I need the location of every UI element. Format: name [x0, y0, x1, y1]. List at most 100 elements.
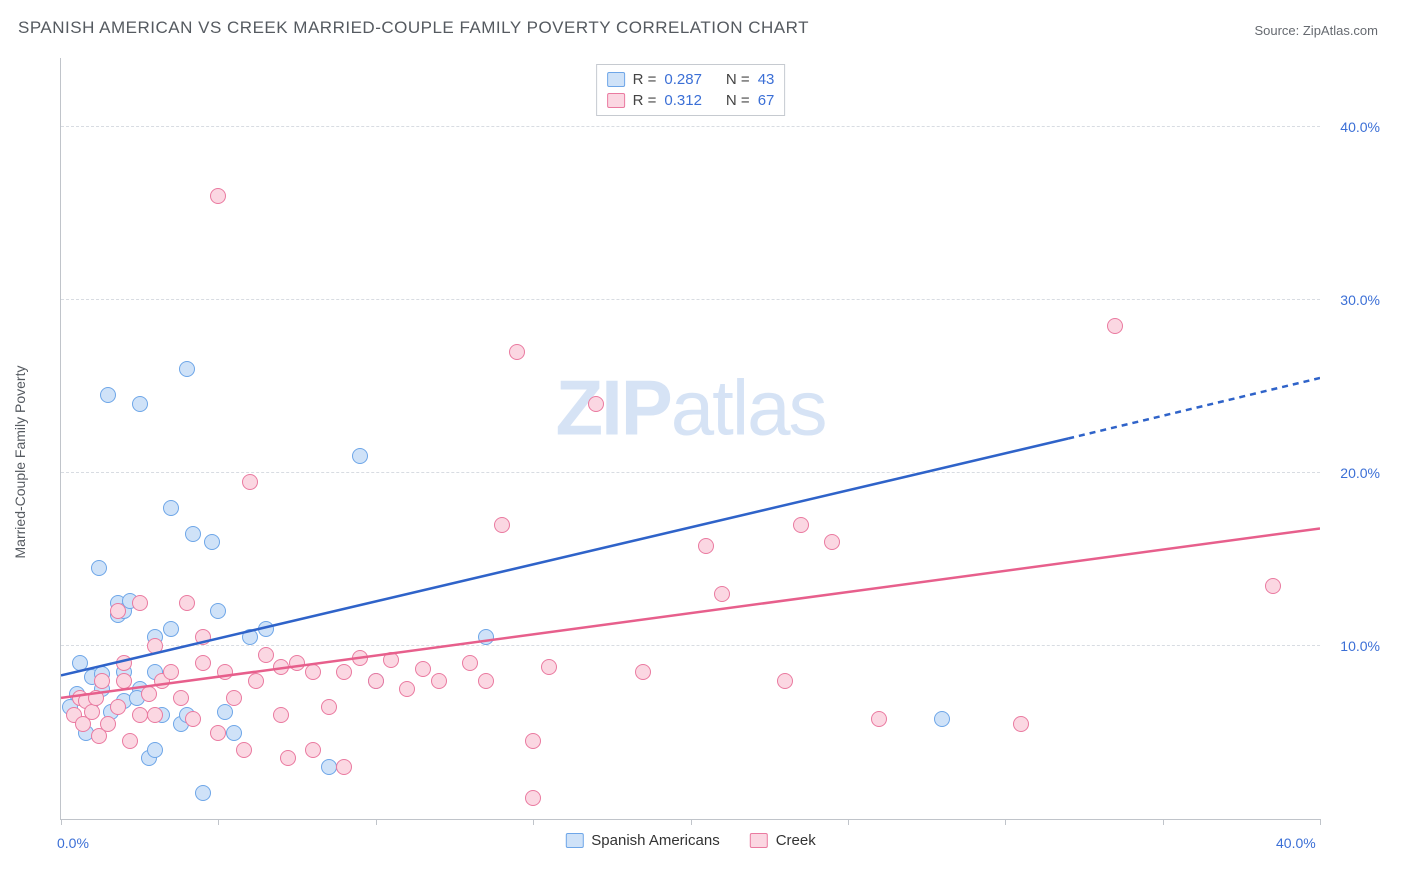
legend-swatch-icon: [565, 833, 583, 848]
scatter-point: [72, 655, 88, 671]
series-legend-label: Spanish Americans: [591, 832, 719, 849]
trend-lines: [61, 58, 1320, 819]
scatter-point: [1013, 716, 1029, 732]
x-tick: [1163, 819, 1164, 825]
legend-swatch-icon: [607, 93, 625, 108]
scatter-point: [116, 673, 132, 689]
legend-r-label: R =: [633, 92, 657, 109]
scatter-point: [147, 707, 163, 723]
x-tick: [1320, 819, 1321, 825]
legend-n-label: N =: [726, 71, 750, 88]
scatter-point: [478, 673, 494, 689]
scatter-point: [588, 396, 604, 412]
legend-n-label: N =: [726, 92, 750, 109]
scatter-point: [141, 686, 157, 702]
scatter-point: [100, 387, 116, 403]
scatter-point: [415, 661, 431, 677]
trend-line: [1068, 378, 1320, 439]
scatter-point: [321, 699, 337, 715]
x-tick: [533, 819, 534, 825]
scatter-point: [258, 621, 274, 637]
series-legend-item: Creek: [750, 832, 816, 849]
legend-r-label: R =: [633, 71, 657, 88]
gridline: [61, 299, 1320, 300]
scatter-point: [195, 629, 211, 645]
scatter-point: [236, 742, 252, 758]
source-link[interactable]: ZipAtlas.com: [1303, 23, 1378, 38]
scatter-point: [91, 560, 107, 576]
scatter-point: [195, 655, 211, 671]
scatter-point: [431, 673, 447, 689]
x-tick: [691, 819, 692, 825]
scatter-point: [352, 650, 368, 666]
scatter-point: [824, 534, 840, 550]
scatter-point: [163, 621, 179, 637]
scatter-point: [84, 704, 100, 720]
scatter-point: [163, 500, 179, 516]
chart-title: SPANISH AMERICAN VS CREEK MARRIED-COUPLE…: [18, 18, 809, 38]
scatter-point: [195, 785, 211, 801]
scatter-point: [714, 586, 730, 602]
y-axis-label: Married-Couple Family Poverty: [12, 366, 28, 559]
scatter-point: [94, 673, 110, 689]
scatter-point: [179, 595, 195, 611]
scatter-point: [352, 448, 368, 464]
scatter-point: [248, 673, 264, 689]
scatter-point: [163, 664, 179, 680]
scatter-point: [305, 664, 321, 680]
scatter-point: [147, 742, 163, 758]
scatter-point: [777, 673, 793, 689]
scatter-point: [185, 526, 201, 542]
scatter-point: [635, 664, 651, 680]
legend-swatch-icon: [750, 833, 768, 848]
correlation-legend-row: R = 0.287 N = 43: [607, 69, 775, 90]
scatter-point: [399, 681, 415, 697]
scatter-point: [1265, 578, 1281, 594]
scatter-point: [204, 534, 220, 550]
scatter-point: [698, 538, 714, 554]
scatter-point: [226, 725, 242, 741]
x-tick: [218, 819, 219, 825]
x-tick: [1005, 819, 1006, 825]
y-tick-label: 10.0%: [1326, 638, 1380, 654]
correlation-legend: R = 0.287 N = 43 R = 0.312 N = 67: [596, 64, 786, 116]
chart-container: Married-Couple Family Poverty ZIPatlas R…: [18, 50, 1388, 874]
trend-line: [61, 439, 1068, 676]
scatter-point: [258, 647, 274, 663]
scatter-point: [173, 690, 189, 706]
scatter-point: [289, 655, 305, 671]
legend-r-value: 0.312: [664, 92, 702, 109]
legend-n-value: 67: [758, 92, 775, 109]
scatter-point: [509, 344, 525, 360]
scatter-point: [321, 759, 337, 775]
scatter-point: [525, 790, 541, 806]
scatter-point: [1107, 318, 1123, 334]
scatter-point: [462, 655, 478, 671]
scatter-point: [88, 690, 104, 706]
gridline: [61, 126, 1320, 127]
scatter-point: [242, 474, 258, 490]
chart-header: SPANISH AMERICAN VS CREEK MARRIED-COUPLE…: [0, 0, 1406, 46]
y-tick-label: 40.0%: [1326, 119, 1380, 135]
scatter-point: [210, 725, 226, 741]
scatter-point: [210, 188, 226, 204]
scatter-point: [273, 707, 289, 723]
series-legend-item: Spanish Americans: [565, 832, 719, 849]
scatter-point: [336, 664, 352, 680]
scatter-point: [210, 603, 226, 619]
scatter-point: [132, 396, 148, 412]
scatter-point: [132, 707, 148, 723]
x-tick-label: 0.0%: [57, 835, 89, 851]
y-tick-label: 20.0%: [1326, 465, 1380, 481]
legend-r-value: 0.287: [664, 71, 702, 88]
scatter-point: [525, 733, 541, 749]
x-tick-label: 40.0%: [1276, 835, 1316, 851]
scatter-point: [273, 659, 289, 675]
scatter-point: [132, 595, 148, 611]
scatter-point: [494, 517, 510, 533]
scatter-point: [242, 629, 258, 645]
scatter-point: [336, 759, 352, 775]
source-prefix: Source:: [1254, 23, 1302, 38]
watermark-bold: ZIP: [555, 364, 670, 452]
plot-area: ZIPatlas R = 0.287 N = 43 R = 0.312 N = …: [60, 58, 1320, 820]
